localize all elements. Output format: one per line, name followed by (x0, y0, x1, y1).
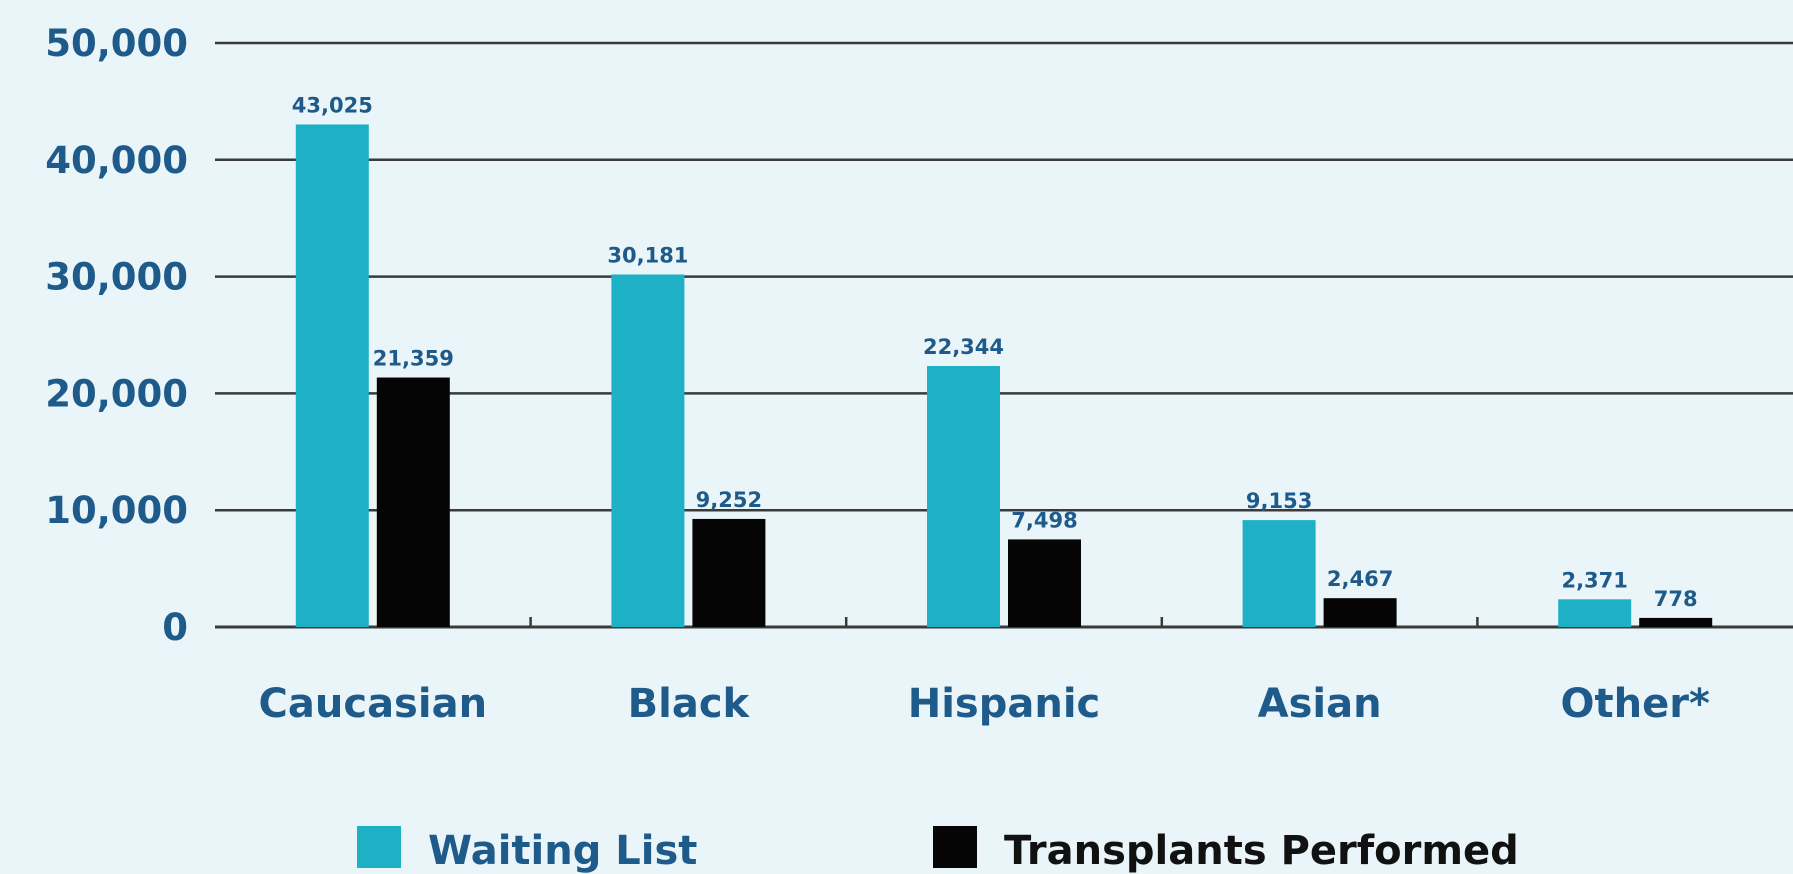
x-tick-label: Hispanic (908, 681, 1101, 727)
y-tick-label: 20,000 (45, 372, 188, 415)
x-tick-label: Caucasian (259, 681, 488, 727)
legend-label-transplants-performed: Transplants Performed (1004, 828, 1519, 874)
data-label: 9,153 (1246, 489, 1312, 513)
data-label: 7,498 (1011, 508, 1077, 532)
bar-waiting-list-0 (295, 124, 369, 627)
bar-waiting-list-1 (611, 274, 685, 627)
x-tick-label: Other* (1561, 681, 1710, 727)
x-tick-label: Black (628, 681, 751, 727)
legend-swatch-waiting-list (357, 826, 401, 868)
bar-transplants-4 (1639, 617, 1713, 627)
data-label: 2,467 (1327, 567, 1393, 591)
bar-transplants-3 (1323, 598, 1397, 627)
data-label: 21,359 (373, 347, 454, 371)
data-label: 30,181 (607, 243, 688, 267)
gridlines (215, 41, 1793, 629)
legend-swatch-transplants-performed (933, 826, 977, 868)
y-tick-label: 50,000 (45, 22, 188, 65)
bar-waiting-list-2 (927, 366, 1000, 627)
bars (295, 124, 1713, 627)
data-label: 9,252 (696, 488, 762, 512)
legend-label-waiting-list: Waiting List (428, 828, 697, 874)
bar-transplants-0 (376, 377, 450, 627)
data-label: 43,025 (292, 93, 373, 117)
y-axis-ticks: 0 10,000 20,000 30,000 40,000 50,000 (45, 22, 188, 649)
y-tick-label: 30,000 (45, 256, 188, 299)
bar-transplants-1 (692, 518, 766, 627)
data-label: 778 (1654, 587, 1698, 611)
bar-transplants-2 (1008, 539, 1081, 627)
y-tick-label: 0 (162, 606, 188, 649)
y-tick-label: 40,000 (45, 139, 188, 182)
x-axis-ticks: Caucasian Black Hispanic Asian Other* (259, 681, 1710, 727)
data-labels: 43,025 21,359 30,181 9,252 22,344 7,498 9,153 2… (292, 93, 1698, 610)
data-label: 2,371 (1561, 568, 1627, 592)
legend: Waiting List Transplants Performed (357, 826, 1519, 874)
bar-waiting-list-4 (1558, 599, 1632, 627)
y-tick-label: 10,000 (45, 489, 188, 532)
bar-waiting-list-3 (1242, 520, 1316, 627)
data-label: 22,344 (923, 335, 1004, 359)
x-tick-label: Asian (1258, 681, 1382, 727)
